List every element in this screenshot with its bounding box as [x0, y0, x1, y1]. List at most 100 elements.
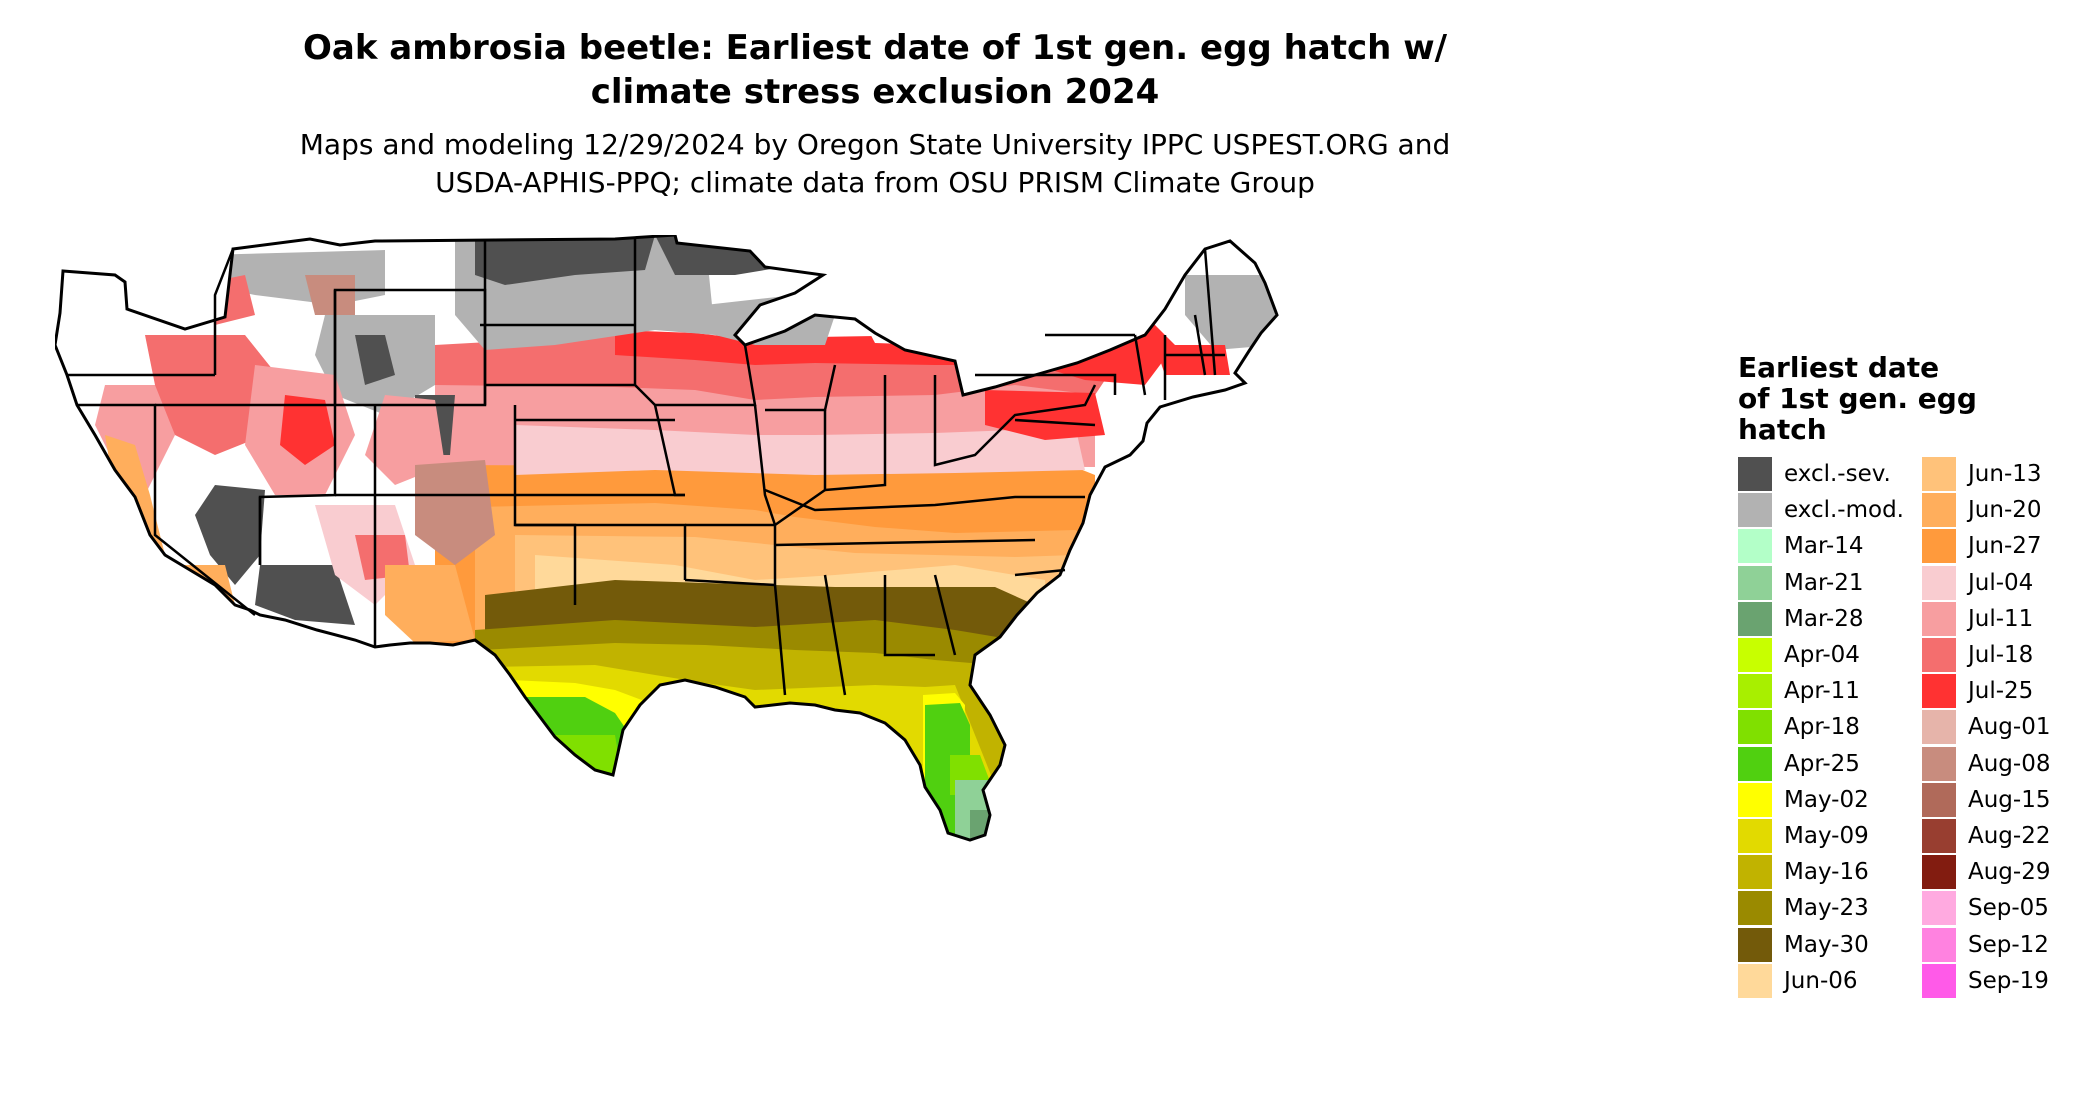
legend-item: May-23 [1738, 890, 1904, 926]
legend-column-1: excl.-sev. excl.-mod. Mar-14 Mar-21 Mar-28 Ap… [1738, 456, 1904, 999]
legend-label: excl.-mod. [1784, 497, 1904, 524]
legend-label: May-02 [1784, 786, 1869, 813]
legend-item: Aug-15 [1922, 782, 2050, 818]
legend-item: Sep-19 [1922, 963, 2050, 999]
legend-swatch [1922, 782, 1956, 817]
title-line-1: Oak ambrosia beetle: Earliest date of 1s… [302, 28, 1448, 68]
legend-label: Mar-28 [1784, 605, 1864, 632]
legend-swatch [1922, 855, 1956, 890]
legend-label: Jun-13 [1968, 461, 2042, 488]
legend-item: Jul-11 [1922, 601, 2050, 637]
legend-column-2: Jun-13 Jun-20 Jun-27 Jul-04 Jul-11 Jul-18 Jul-… [1922, 456, 2050, 999]
legend-label: Apr-25 [1784, 750, 1860, 777]
legend-swatch [1738, 963, 1772, 998]
legend-item: Jun-06 [1738, 963, 1904, 999]
legend-label: Aug-29 [1968, 859, 2051, 886]
legend-swatch [1922, 638, 1956, 673]
legend-swatch [1738, 493, 1772, 528]
legend-label: Jul-11 [1968, 605, 2034, 632]
legend-label: Aug-08 [1968, 750, 2051, 777]
legend-swatch [1922, 818, 1956, 853]
legend-item: excl.-mod. [1738, 492, 1904, 528]
legend-swatch [1922, 963, 1956, 998]
legend-label: Apr-04 [1784, 642, 1860, 669]
legend-label: Mar-21 [1784, 569, 1864, 596]
legend-label: excl.-sev. [1784, 461, 1891, 488]
legend-swatch [1922, 891, 1956, 926]
legend-title-line-1: Earliest date [1738, 351, 1940, 384]
legend-item: excl.-sev. [1738, 456, 1904, 492]
legend-label: Jul-04 [1968, 569, 2034, 596]
legend-swatch [1738, 855, 1772, 890]
legend-item: Apr-11 [1738, 673, 1904, 709]
legend-swatch [1922, 746, 1956, 781]
legend-swatch [1738, 927, 1772, 962]
legend-label: Sep-05 [1968, 895, 2049, 922]
legend-swatch [1738, 746, 1772, 781]
legend-swatch [1738, 529, 1772, 564]
legend-item: Apr-04 [1738, 637, 1904, 673]
legend-swatch [1922, 674, 1956, 709]
legend-item: Mar-28 [1738, 601, 1904, 637]
legend-item: Mar-14 [1738, 528, 1904, 564]
legend-label: Aug-01 [1968, 714, 2051, 741]
title-line-2: climate stress exclusion 2024 [590, 72, 1160, 112]
legend-label: May-23 [1784, 895, 1869, 922]
legend-swatch [1738, 565, 1772, 600]
legend-label: Sep-19 [1968, 967, 2049, 994]
legend-label: Jun-06 [1784, 967, 1858, 994]
legend-label: Apr-18 [1784, 714, 1860, 741]
legend-swatch [1738, 891, 1772, 926]
legend-label: Jun-20 [1968, 497, 2042, 524]
legend-item: May-30 [1738, 926, 1904, 962]
legend-item: Sep-12 [1922, 926, 2050, 962]
legend-title-line-2: of 1st gen. egg [1738, 382, 1977, 415]
legend-swatch [1922, 529, 1956, 564]
legend-swatch [1738, 674, 1772, 709]
legend-label: Sep-12 [1968, 931, 2049, 958]
legend-label: Jun-27 [1968, 533, 2042, 560]
legend-item: Apr-18 [1738, 709, 1904, 745]
state-borders [67, 239, 1225, 696]
legend-item: May-16 [1738, 854, 1904, 890]
legend-title: Earliest date of 1st gen. egg hatch [1738, 352, 2038, 445]
legend-swatch [1738, 457, 1772, 492]
legend-item: Jul-18 [1922, 637, 2050, 673]
map-title: Oak ambrosia beetle: Earliest date of 1s… [0, 26, 1750, 114]
legend-item: Apr-25 [1738, 746, 1904, 782]
legend-label: May-09 [1784, 822, 1869, 849]
legend-item: Aug-22 [1922, 818, 2050, 854]
legend-item: Aug-29 [1922, 854, 2050, 890]
legend-label: Aug-22 [1968, 822, 2051, 849]
us-hatch-date-map [55, 235, 1279, 842]
legend-item: Jun-27 [1922, 528, 2050, 564]
legend-item: Aug-08 [1922, 746, 2050, 782]
legend-label: May-16 [1784, 859, 1869, 886]
legend-title-line-3: hatch [1738, 413, 1827, 446]
legend-item: Jul-25 [1922, 673, 2050, 709]
legend-swatch [1922, 565, 1956, 600]
legend-label: Mar-14 [1784, 533, 1864, 560]
legend-swatch [1738, 638, 1772, 673]
legend-label: Jul-25 [1968, 678, 2034, 705]
legend-label: Jul-18 [1968, 642, 2034, 669]
legend-item: Jun-13 [1922, 456, 2050, 492]
legend-swatch [1922, 457, 1956, 492]
legend-swatch [1738, 818, 1772, 853]
legend-label: Aug-15 [1968, 786, 2051, 813]
subtitle-line-2: USDA-APHIS-PPQ; climate data from OSU PR… [435, 166, 1315, 199]
legend-item: Aug-01 [1922, 709, 2050, 745]
legend-swatch [1738, 710, 1772, 745]
legend-item: May-02 [1738, 782, 1904, 818]
legend-item: Jul-04 [1922, 565, 2050, 601]
legend-swatch [1738, 601, 1772, 636]
legend-label: Apr-11 [1784, 678, 1860, 705]
legend-swatch [1922, 493, 1956, 528]
legend-item: Mar-21 [1738, 565, 1904, 601]
map-subtitle: Maps and modeling 12/29/2024 by Oregon S… [0, 126, 1750, 202]
legend-swatch [1922, 710, 1956, 745]
legend-swatch [1738, 782, 1772, 817]
legend-item: Sep-05 [1922, 890, 2050, 926]
legend-item: May-09 [1738, 818, 1904, 854]
legend-label: May-30 [1784, 931, 1869, 958]
